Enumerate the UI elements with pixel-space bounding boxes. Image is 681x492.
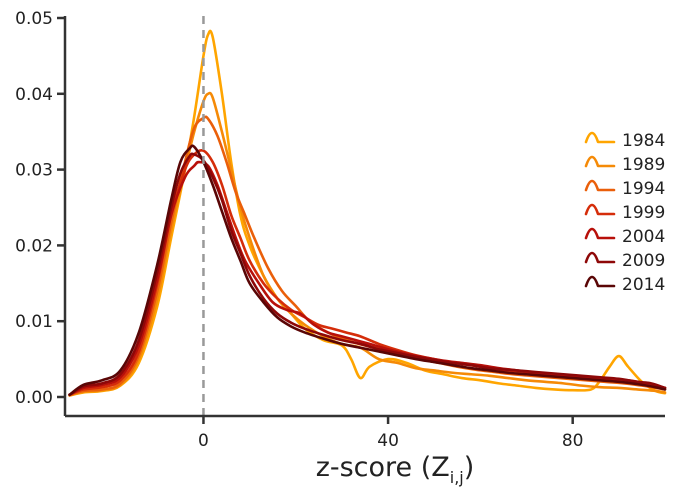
legend-label-2009: 2009 xyxy=(622,251,665,271)
x-tick-label: 80 xyxy=(562,431,584,451)
x-axis-title-main: z-score (Z xyxy=(316,452,450,483)
series-lines xyxy=(68,29,667,397)
legend-label-2004: 2004 xyxy=(622,227,665,247)
y-axis-ticks: 0.00 0.01 0.02 0.03 0.04 0.05 xyxy=(15,9,65,408)
x-tick-label: 40 xyxy=(377,431,399,451)
axes xyxy=(63,16,665,418)
y-tick-label: 0.00 xyxy=(15,388,53,408)
x-axis-title-subscript: i,j xyxy=(450,468,464,487)
x-tick-label: 0 xyxy=(198,431,209,451)
legend-swatch-2004 xyxy=(584,227,616,240)
series-line-2014 xyxy=(68,144,667,397)
legend-swatch-2014 xyxy=(584,275,616,288)
x-axis-title: z-score (Zi,j) xyxy=(316,452,475,487)
legend-label-1994: 1994 xyxy=(622,179,665,199)
x-axis-ticks: 0 40 80 xyxy=(198,416,584,451)
legend-swatch-2009 xyxy=(584,251,616,264)
series-line-1984 xyxy=(68,29,667,397)
legend-label-1989: 1989 xyxy=(622,155,665,175)
legend-swatch-1989 xyxy=(584,155,616,168)
legend-label-1984: 1984 xyxy=(622,131,665,151)
y-tick-label: 0.02 xyxy=(15,236,53,256)
y-tick-label: 0.01 xyxy=(15,312,53,332)
y-tick-label: 0.04 xyxy=(15,85,53,105)
legend-label-2014: 2014 xyxy=(622,275,665,295)
legend-label-1999: 1999 xyxy=(622,203,665,223)
legend-swatch-1984 xyxy=(584,131,616,144)
x-axis-title-suffix: ) xyxy=(464,452,475,483)
series-line-2009 xyxy=(68,152,667,397)
y-tick-label: 0.05 xyxy=(15,9,53,29)
y-tick-label: 0.03 xyxy=(15,161,53,181)
legend-swatch-1999 xyxy=(584,203,616,216)
legend-swatch-1994 xyxy=(584,179,616,192)
legend: 1984 1989 1994 1999 2004 2009 2014 xyxy=(584,131,665,295)
